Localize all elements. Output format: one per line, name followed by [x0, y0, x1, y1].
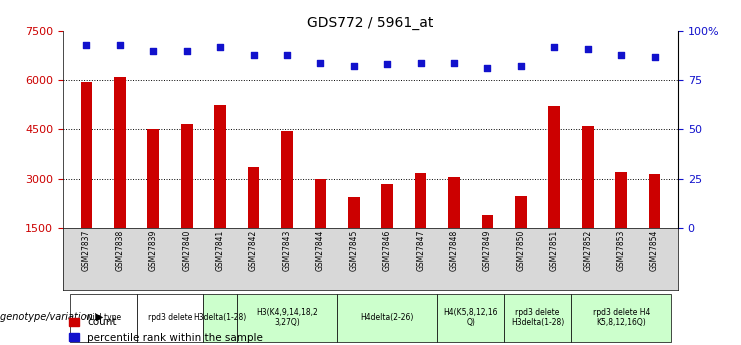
Text: GSM27846: GSM27846 [382, 229, 392, 271]
Text: GSM27844: GSM27844 [316, 229, 325, 271]
Text: H3delta(1-28): H3delta(1-28) [193, 313, 247, 322]
Point [181, 48, 193, 53]
Bar [649, 174, 660, 277]
Point [648, 54, 660, 59]
Text: GSM27841: GSM27841 [216, 229, 225, 271]
Text: GSM27854: GSM27854 [650, 229, 659, 271]
Text: rpd3 delete: rpd3 delete [147, 313, 192, 322]
Text: H4(K5,8,12,16
Q): H4(K5,8,12,16 Q) [444, 308, 498, 327]
Point [548, 44, 560, 50]
Bar [136, 294, 203, 342]
Bar [181, 125, 193, 277]
Point [247, 52, 259, 57]
Bar [348, 197, 359, 277]
Bar [203, 294, 237, 342]
Bar [448, 177, 460, 277]
Text: GSM27839: GSM27839 [149, 229, 158, 271]
Bar [571, 294, 671, 342]
Bar [70, 294, 136, 342]
Text: GSM27849: GSM27849 [483, 229, 492, 271]
Text: GSM27848: GSM27848 [450, 229, 459, 271]
Bar [81, 82, 92, 277]
Title: GDS772 / 5961_at: GDS772 / 5961_at [308, 16, 433, 30]
Point [348, 64, 359, 69]
Point [382, 62, 393, 67]
Bar [615, 172, 627, 277]
Text: rpd3 delete
H3delta(1-28): rpd3 delete H3delta(1-28) [511, 308, 564, 327]
Point [114, 42, 126, 48]
Bar [237, 294, 337, 342]
Point [448, 60, 460, 65]
Bar [504, 294, 571, 342]
Point [281, 52, 293, 57]
Text: GSM27850: GSM27850 [516, 229, 525, 271]
Point [214, 44, 226, 50]
Point [81, 42, 93, 48]
Bar [337, 294, 437, 342]
Point [582, 46, 594, 51]
Legend: count, percentile rank within the sample: count, percentile rank within the sample [64, 313, 268, 345]
Bar [515, 196, 527, 277]
Text: GSM27843: GSM27843 [282, 229, 291, 271]
Text: GSM27838: GSM27838 [116, 229, 124, 271]
Bar [382, 185, 393, 277]
Text: H3(K4,9,14,18,2
3,27Q): H3(K4,9,14,18,2 3,27Q) [256, 308, 318, 327]
Bar [437, 294, 504, 342]
Text: GSM27837: GSM27837 [82, 229, 91, 271]
Point [615, 52, 627, 57]
Text: rpd3 delete H4
K5,8,12,16Q): rpd3 delete H4 K5,8,12,16Q) [593, 308, 650, 327]
Point [415, 60, 427, 65]
Point [482, 66, 494, 71]
Bar [582, 126, 594, 277]
Point [515, 64, 527, 69]
Bar [247, 167, 259, 277]
Text: genotype/variation ▶: genotype/variation ▶ [0, 313, 104, 322]
Bar [214, 105, 226, 277]
Bar [415, 173, 427, 277]
Bar [314, 179, 326, 277]
Bar [281, 131, 293, 277]
Point [147, 48, 159, 53]
Point [314, 60, 326, 65]
Text: GSM27847: GSM27847 [416, 229, 425, 271]
Text: GSM27853: GSM27853 [617, 229, 625, 271]
Text: GSM27851: GSM27851 [550, 229, 559, 271]
Bar [548, 106, 560, 277]
Text: wild type: wild type [85, 313, 121, 322]
Text: GSM27852: GSM27852 [583, 229, 592, 271]
Text: GSM27840: GSM27840 [182, 229, 191, 271]
Text: GSM27842: GSM27842 [249, 229, 258, 271]
Bar [482, 215, 494, 277]
Text: GSM27845: GSM27845 [349, 229, 359, 271]
Bar [147, 129, 159, 277]
Bar [114, 77, 126, 277]
Text: H4delta(2-26): H4delta(2-26) [361, 313, 414, 322]
